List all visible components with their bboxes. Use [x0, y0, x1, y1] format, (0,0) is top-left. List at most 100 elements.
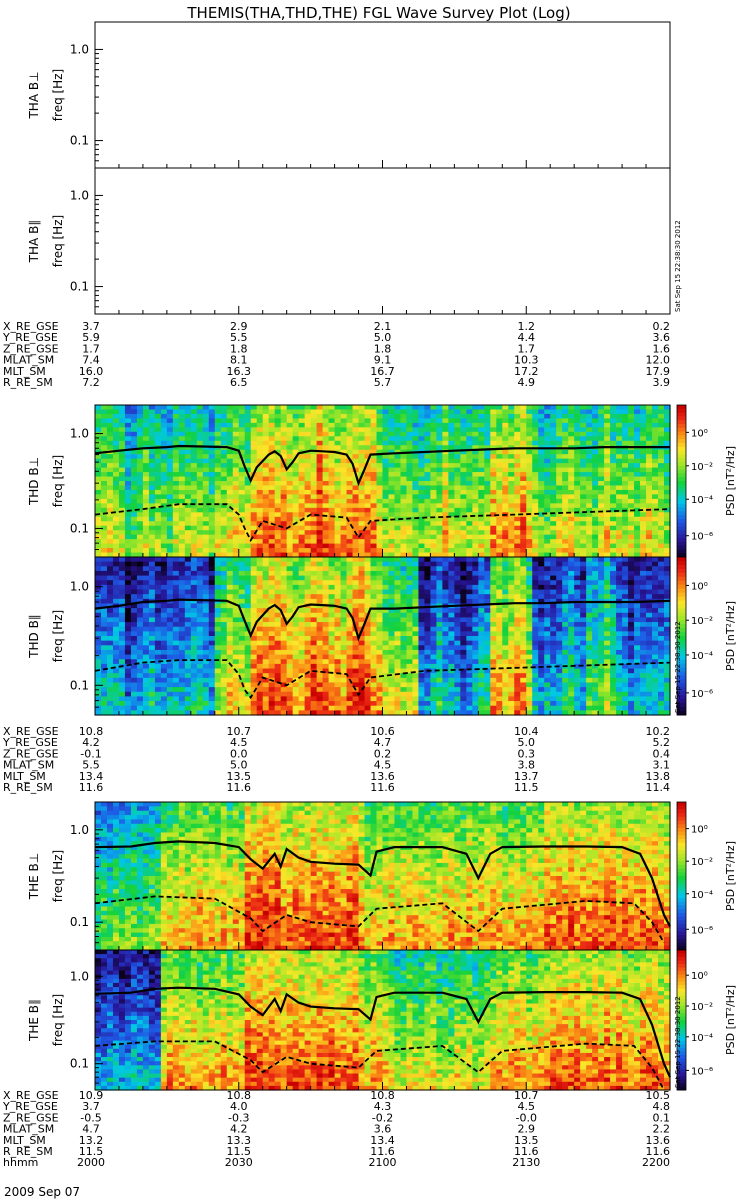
spectrogram-cell: [310, 422, 318, 428]
spectrogram-cell: [118, 458, 126, 464]
spectrogram-cell: [112, 580, 120, 586]
spectrogram-cell: [640, 525, 647, 531]
spectrogram-cell: [280, 539, 288, 545]
spectrogram-cell: [196, 494, 204, 500]
spectrogram-cell: [232, 687, 240, 693]
spectrogram-cell: [562, 413, 569, 420]
spectrogram-cell: [202, 608, 210, 614]
spectrogram-cell: [442, 534, 449, 540]
spectrogram-cell: [178, 622, 186, 628]
spectrogram-cell: [184, 649, 192, 656]
spectrogram-cell: [214, 476, 222, 482]
spectrogram-cell: [556, 476, 563, 482]
spectrogram-cell: [376, 503, 384, 509]
spectrogram-cell: [334, 673, 342, 679]
spectrogram-cell: [154, 454, 162, 460]
spectrogram-cell: [196, 552, 204, 558]
spectrogram-cell: [208, 503, 216, 509]
spectrogram-cell: [370, 530, 378, 536]
colorbar-segment: [677, 424, 686, 429]
spectrogram-cell: [250, 654, 258, 660]
spectrogram-cell: [178, 431, 186, 437]
spectrogram-cell: [364, 427, 372, 433]
spectrogram-cell: [250, 575, 258, 581]
spectrogram-cell: [95, 539, 102, 545]
spectrogram-cell: [202, 687, 210, 693]
spectrogram-cell: [286, 409, 294, 415]
spectrogram-cell: [382, 548, 390, 554]
spectrogram-cell: [196, 677, 204, 684]
spectrogram-cell: [646, 463, 653, 469]
spectrogram-cell: [538, 436, 545, 442]
spectrogram-cell: [286, 659, 294, 665]
spectrogram-cell: [316, 516, 324, 522]
spectrogram-cell: [628, 485, 635, 491]
spectrogram-cell: [646, 485, 653, 491]
spectrogram-cell: [130, 705, 138, 711]
spectrogram-cell: [262, 584, 270, 591]
spectrogram-cell: [310, 516, 318, 522]
spectrogram-cell: [376, 418, 384, 424]
spectrogram-cell: [202, 580, 210, 586]
spectrogram-cell: [634, 521, 641, 527]
spectrogram-cell: [376, 530, 384, 536]
spectrogram-cell: [118, 561, 126, 567]
spectrogram-cell: [346, 631, 354, 637]
spectrogram-cell: [226, 481, 234, 487]
spectrogram-cell: [274, 701, 282, 707]
spectrogram-cell: [334, 687, 342, 693]
spectrogram-cell: [250, 687, 258, 693]
spectrogram-cell: [532, 413, 539, 420]
spectrogram-cell: [154, 494, 162, 500]
colorbar-segment: [677, 465, 686, 471]
spectrogram-cell: [196, 458, 204, 464]
spectrogram-cell: [274, 494, 282, 500]
spectrogram-cell: [160, 673, 168, 679]
spectrogram-cell: [160, 409, 168, 415]
spectrogram-cell: [604, 472, 611, 478]
spectrogram-cell: [208, 418, 216, 424]
spectrogram-cell: [298, 701, 306, 707]
spectrogram-cell: [280, 481, 288, 487]
spectrogram-cell: [664, 503, 671, 509]
spectrogram-cell: [166, 427, 174, 433]
spectrogram-cell: [544, 485, 551, 491]
spectrogram-cell: [334, 691, 342, 698]
spectrogram-cell: [250, 640, 258, 646]
spectrogram-cell: [400, 458, 408, 464]
spectrogram-cell: [328, 561, 336, 567]
spectrogram-cell: [160, 543, 168, 549]
spectrogram-cell: [190, 677, 198, 684]
spectrogram-cell: [634, 418, 641, 424]
spectrogram-cell: [664, 543, 671, 549]
spectrogram-cell: [130, 530, 138, 536]
spectrogram-cell: [382, 445, 390, 451]
spectrogram-cell: [502, 427, 509, 433]
spectrogram-cell: [646, 516, 653, 522]
spectrogram-cell: [274, 649, 282, 656]
spectrogram-cell: [178, 608, 186, 614]
spectrogram-cell: [142, 463, 150, 469]
spectrogram-cell: [658, 552, 665, 558]
spectrogram-cell: [118, 612, 126, 619]
spectrogram-cell: [496, 427, 503, 433]
spectrogram-cell: [214, 436, 222, 442]
spectrogram-cell: [316, 489, 324, 496]
spectrogram-cell: [388, 436, 396, 442]
spectrogram-cell: [394, 539, 402, 545]
spectrogram-cell: [136, 530, 144, 536]
panel-frame: [94, 21, 671, 169]
spectrogram-cell: [364, 463, 372, 469]
spectrogram-cell: [148, 580, 156, 586]
spectrogram-cell: [490, 418, 497, 424]
spectrogram-cell: [184, 467, 192, 473]
spectrogram-cell: [598, 516, 605, 522]
spectrogram-cell: [550, 431, 557, 437]
spectrogram-cell: [292, 409, 300, 415]
spectrogram-cell: [568, 494, 575, 500]
spectrogram-cell: [664, 467, 671, 473]
spectrogram-cell: [412, 422, 420, 428]
spectrogram-cell: [244, 696, 252, 702]
spectrogram-cell: [112, 561, 120, 567]
spectrogram-cell: [604, 512, 611, 518]
